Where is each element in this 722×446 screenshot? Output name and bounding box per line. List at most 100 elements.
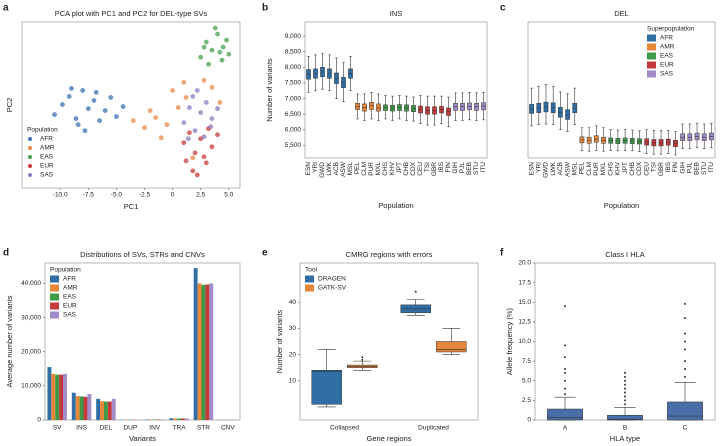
y-tick-label: 17.5 — [518, 279, 531, 286]
bar — [96, 398, 101, 420]
x-tick-label: STR — [197, 425, 210, 432]
box — [341, 77, 346, 88]
outlier — [684, 332, 686, 335]
legend-label: SAS — [660, 71, 674, 78]
legend-label: AFR — [660, 35, 673, 42]
chart-title: DEL — [614, 9, 629, 18]
x-tick-label: ESN — [528, 162, 535, 176]
bar — [71, 392, 76, 420]
y-axis-label: Average number of variants — [5, 295, 14, 387]
bar — [83, 396, 88, 420]
x-tick-label: CHB — [403, 162, 410, 176]
x-tick-label: GIH — [679, 162, 686, 174]
x-tick-label: KHV — [615, 161, 622, 175]
bar — [193, 268, 198, 420]
legend-label: AMR — [660, 44, 675, 51]
outlier — [564, 379, 566, 382]
x-tick-label: -10.0 — [53, 192, 68, 199]
panel-letter: c — [500, 3, 506, 14]
point — [220, 44, 226, 50]
y-tick-label: 6,500 — [285, 111, 302, 118]
legend-swatch — [647, 70, 656, 78]
outlier — [684, 340, 686, 343]
x-tick-label: PJL — [687, 162, 694, 174]
y-axis-label: PC2 — [5, 98, 14, 113]
outlier — [684, 302, 686, 305]
point — [164, 122, 170, 127]
point — [52, 112, 57, 117]
point — [187, 105, 192, 110]
outlier — [624, 375, 626, 378]
x-tick-label: A — [563, 425, 568, 432]
y-tick-label: 10 — [289, 377, 297, 384]
bar — [144, 419, 149, 420]
box — [547, 408, 583, 421]
x-tick-label: Duplicated — [418, 425, 449, 432]
point — [85, 106, 91, 111]
point — [153, 115, 159, 120]
y-tick-label: 30 — [289, 325, 297, 332]
box — [376, 103, 381, 112]
x-tick-label: INV — [149, 425, 161, 432]
point — [219, 57, 225, 63]
x-tick-label: GBR — [431, 162, 438, 176]
x-tick-label: MXL — [600, 162, 607, 176]
outlier — [564, 387, 566, 390]
x-tick-label: JPT — [396, 162, 403, 174]
x-axis-label: Gene regions — [366, 434, 411, 443]
bar — [47, 367, 52, 420]
point — [120, 104, 126, 109]
point — [181, 120, 187, 125]
x-tick-label: MXL — [375, 162, 382, 176]
y-tick-label: 5.0 — [522, 377, 531, 384]
x-tick-label: SV — [53, 425, 62, 432]
legend-label: EAS — [63, 294, 77, 301]
point — [82, 128, 88, 134]
legend-swatch — [305, 284, 314, 292]
bar — [100, 401, 104, 420]
chart-title: Class I HLA — [605, 250, 645, 259]
outlier — [624, 371, 626, 374]
y-axis-label: Number of variants — [275, 310, 284, 374]
point — [170, 88, 175, 93]
bar — [209, 283, 214, 420]
legend-label: AFR — [40, 136, 53, 143]
legend-title: Population — [50, 267, 81, 274]
box — [607, 415, 643, 421]
x-tick-label: GWD — [319, 162, 326, 178]
bar — [205, 284, 210, 420]
box — [558, 107, 563, 118]
point — [73, 116, 79, 121]
legend-swatch — [50, 275, 59, 283]
x-tick-label: CDX — [410, 161, 417, 175]
x-tick-label: BEB — [466, 162, 473, 175]
bar — [55, 374, 60, 420]
x-tick-label: PJL — [459, 162, 466, 174]
legend-swatch — [647, 34, 656, 42]
outlier — [361, 356, 364, 359]
y-tick-label: 7,500 — [285, 80, 302, 87]
y-tick-label: 20.0 — [518, 260, 531, 267]
plot-frame — [21, 21, 241, 189]
x-tick-label: FIN — [672, 162, 679, 173]
point — [130, 118, 136, 123]
x-tick-label: IBS — [438, 161, 445, 172]
legend-swatch — [647, 61, 656, 69]
y-tick-label: 0 — [37, 417, 41, 424]
x-tick-label: Collapsed — [330, 425, 359, 432]
point — [201, 134, 207, 140]
x-tick-label: PUR — [593, 162, 600, 176]
outlier — [624, 387, 626, 390]
x-tick-label: STU — [473, 162, 480, 175]
point — [217, 100, 223, 105]
point — [69, 86, 74, 91]
y-tick-label: 7.5 — [522, 358, 531, 365]
legend-title: Tool — [305, 267, 317, 274]
x-tick-label: CHS — [382, 161, 389, 175]
point — [108, 95, 114, 100]
x-tick-label: TSI — [424, 162, 431, 172]
x-tick-label: CEU — [417, 162, 424, 176]
point — [217, 49, 223, 55]
